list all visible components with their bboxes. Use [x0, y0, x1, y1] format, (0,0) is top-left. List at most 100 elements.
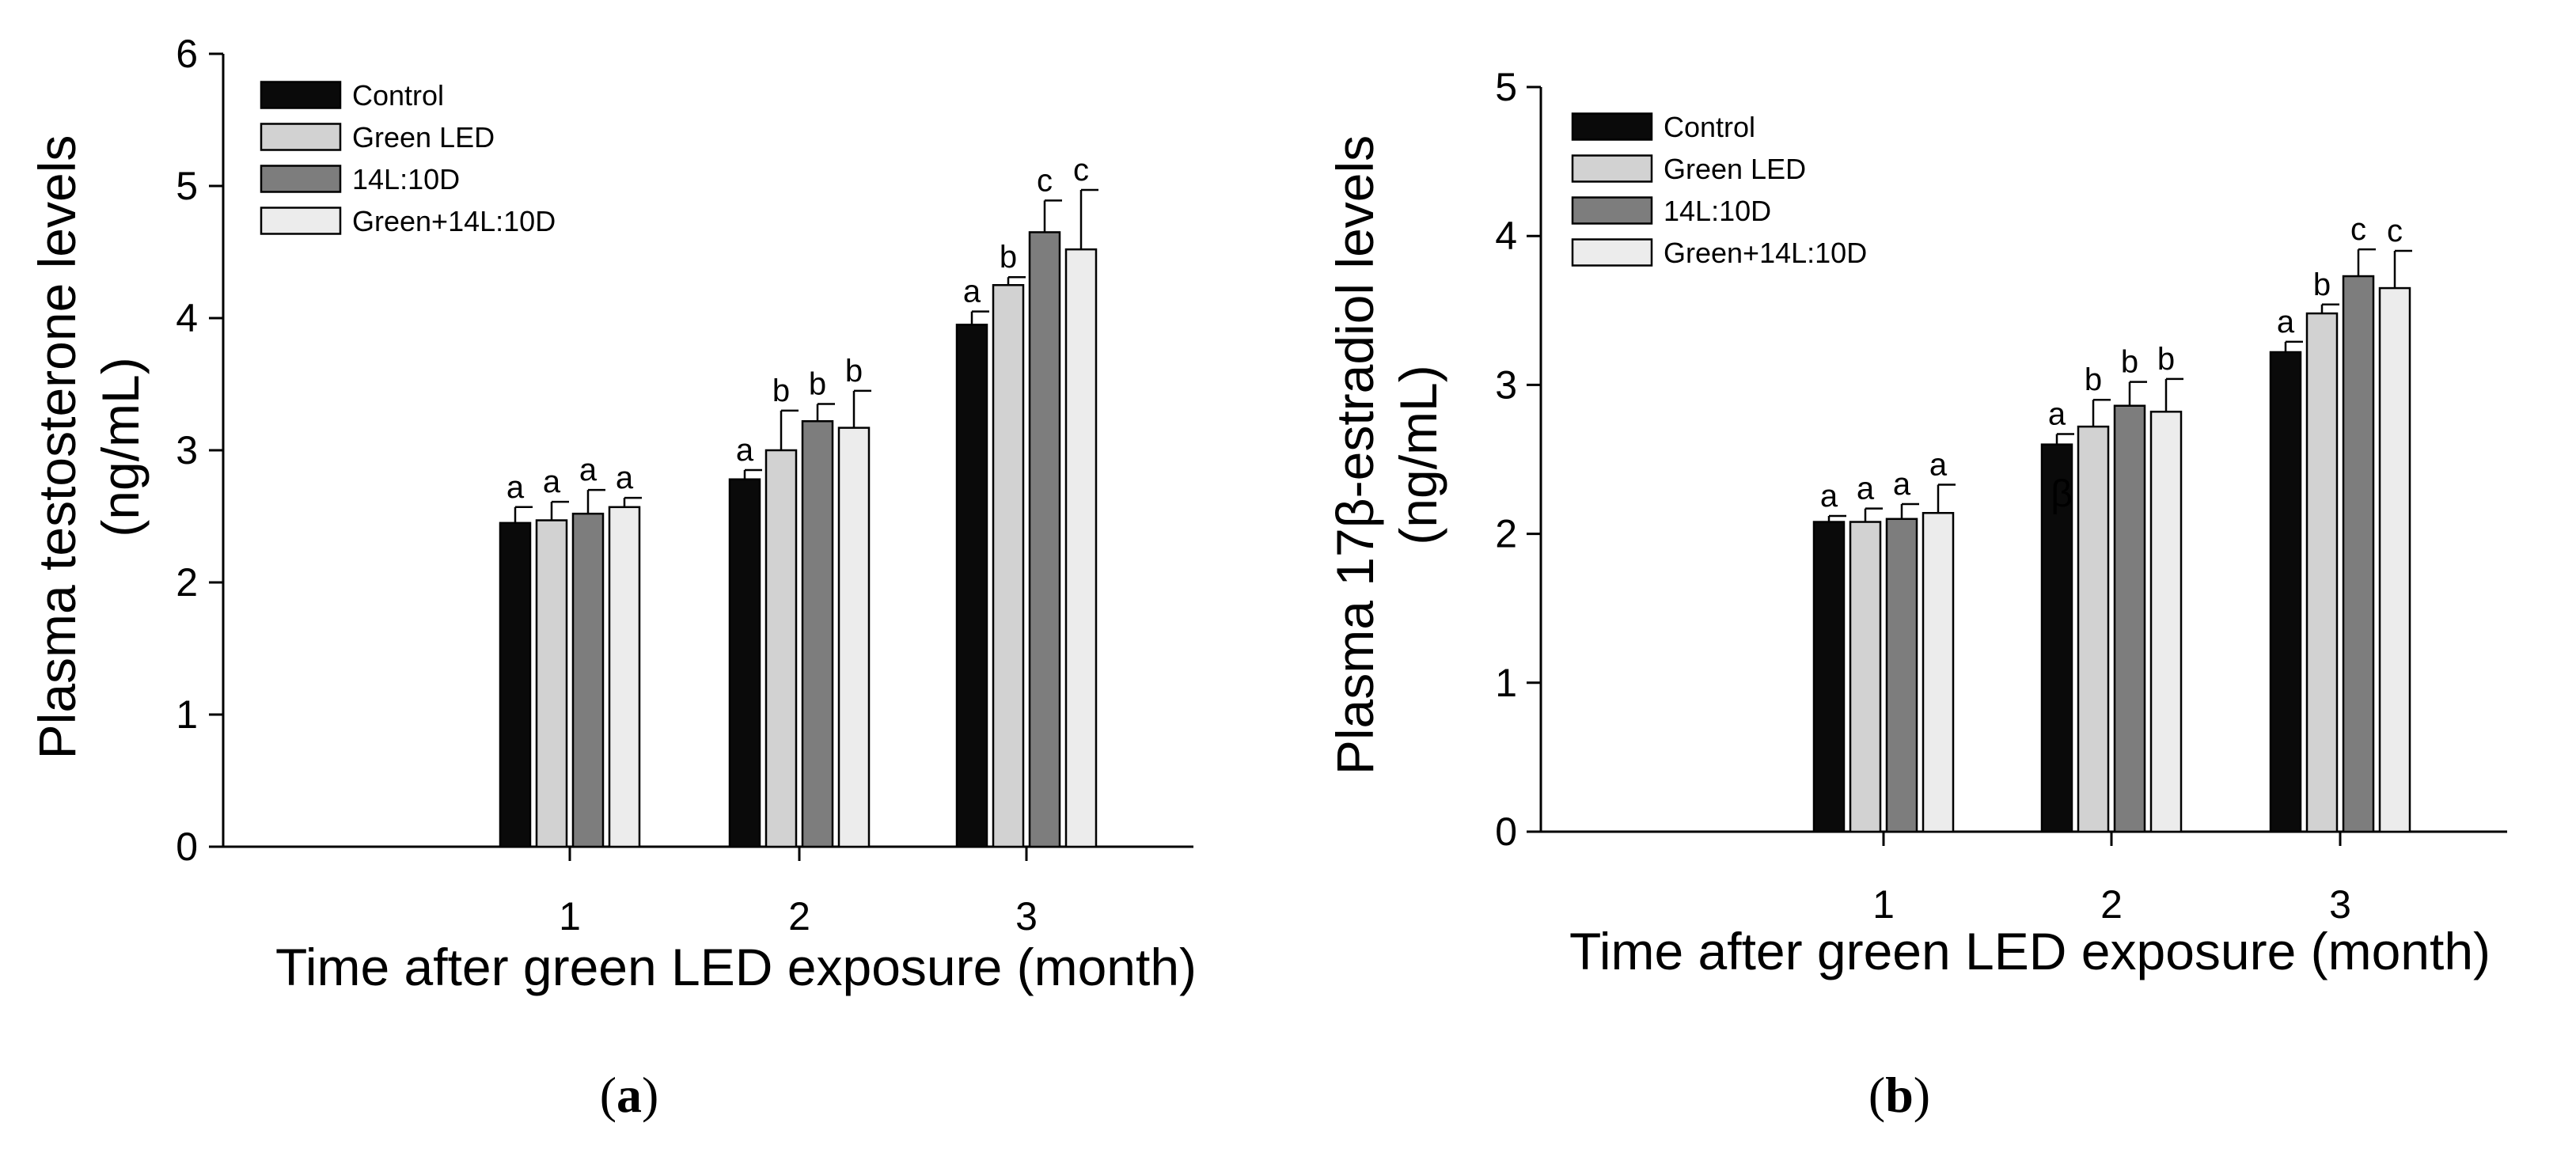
panel-b-legend-label: 14L:10D	[1664, 195, 1771, 227]
panel-a-ylabel-line1: Plasma testosterone levels	[28, 135, 86, 760]
panel-a: Plasma testosterone levels (ng/mL) 0 1 2 3 4…	[28, 32, 1197, 1123]
panel-b-xlabel: Time after green LED exposure (month)	[1569, 922, 2491, 980]
panel-b-error-bar	[2393, 249, 2412, 289]
panel-a-significance-label: b	[1000, 240, 1017, 275]
panel-b-y-tick-label: 5	[1495, 65, 1517, 109]
panel-a-significance-label: b	[772, 374, 790, 408]
panel-b-bar	[1885, 518, 1918, 833]
panel-a-y-tick-label: 3	[176, 428, 198, 472]
panel-b: Plasma 17β-estradiol levels (ng/mL) 0 1 2 3…	[1326, 65, 2507, 1123]
panel-a-xlabel: Time after green LED exposure (month)	[275, 938, 1197, 996]
panel-a-significance-label: b	[809, 367, 826, 402]
panel-a-y-tick-label: 5	[176, 164, 198, 208]
panel-b-ylabel-line1: Plasma 17β-estradiol levels	[1326, 135, 1384, 775]
panel-b-legend-label: Control	[1664, 111, 1755, 143]
panel-b-bar	[2378, 286, 2411, 833]
panel-a-label-letter: a	[616, 1067, 642, 1123]
panel-a-y-tick-label: 2	[176, 560, 198, 605]
panel-b-significance-label: c	[2387, 214, 2403, 248]
panel-b-significance-label: a	[2277, 305, 2295, 339]
panel-b-stray-beta: β	[2051, 473, 2073, 515]
panel-b-legend-swatch	[1571, 238, 1653, 267]
panel-b-label-open: (	[1868, 1067, 1885, 1123]
panel-b-significance-label: a	[1893, 467, 1911, 502]
panel-b-bar	[2305, 312, 2339, 833]
panel-a-significance-label: a	[543, 465, 561, 499]
panel-b-error-bar	[2055, 433, 2074, 445]
panel-b-error-bar	[2092, 398, 2111, 427]
panel-b-bar	[2077, 425, 2110, 833]
panel-a-x-tick-label: 2	[788, 894, 810, 939]
panel-b-bar	[2342, 275, 2375, 833]
panel-a-legend-label: 14L:10D	[352, 163, 460, 195]
panel-a-bar	[571, 512, 605, 848]
panel-a-error-bar	[1043, 199, 1062, 233]
panel-a-bar	[1064, 248, 1098, 848]
panel-b-x-tick-label: 2	[2100, 882, 2123, 927]
panel-a-significance-label: b	[845, 354, 863, 389]
panel-a-label: (a)	[600, 1067, 659, 1123]
panel-b-significance-label: a	[1857, 472, 1875, 506]
panel-b-bar	[2113, 404, 2146, 833]
panel-a-y-tick-label: 0	[176, 825, 198, 869]
panel-b-significance-label: b	[2313, 267, 2331, 302]
panel-b-error-bar	[2284, 340, 2303, 352]
panel-a-error-bar	[1007, 275, 1026, 286]
panel-a-legend-swatch	[260, 81, 342, 109]
panel-a-significance-label: a	[506, 470, 525, 505]
panel-b-significance-label: a	[2048, 397, 2066, 432]
panel-a-bar	[499, 521, 532, 848]
panel-b-significance-label: b	[2085, 362, 2102, 397]
panel-b-error-bar	[1900, 502, 1919, 519]
panel-b-error-bar	[2357, 248, 2376, 277]
panel-b-error-bar	[1937, 483, 1956, 514]
panel-a-error-bar	[1079, 188, 1098, 250]
panel-b-ylabel-line2: (ng/mL)	[1389, 365, 1447, 544]
panel-b-bar	[1922, 512, 1955, 833]
panel-b-label: (b)	[1868, 1067, 1930, 1123]
panel-a-error-bar	[780, 409, 799, 450]
panel-a-bar	[955, 324, 988, 848]
panel-a-error-bar	[852, 389, 871, 428]
panel-a-legend-swatch	[260, 165, 342, 193]
panel-b-error-bar	[2164, 377, 2183, 412]
panel-a-y-tick-label: 1	[176, 692, 198, 737]
panel-a-bar	[801, 420, 834, 848]
panel-b-y-tick-label: 0	[1495, 810, 1517, 854]
panel-b-bar	[2149, 411, 2183, 833]
panel-a-error-bar	[816, 403, 835, 422]
panel-a-legend-swatch	[260, 123, 342, 151]
panel-a-significance-label: a	[616, 461, 634, 495]
panel-a-y-tick-label: 6	[176, 32, 198, 76]
panel-b-significance-label: a	[1929, 447, 1948, 482]
panel-a-error-bar	[550, 500, 569, 521]
panel-b-bar	[1849, 521, 1882, 833]
panel-b-significance-label: b	[2157, 342, 2175, 377]
panel-a-x-tick-label: 1	[559, 894, 581, 939]
panel-a-bar	[764, 449, 798, 848]
panel-a-legend-label: Green LED	[352, 121, 495, 154]
panel-b-y-tick-label: 3	[1495, 362, 1517, 407]
panel-a-legend-swatch	[260, 207, 342, 235]
panel-a-significance-label: a	[963, 275, 981, 309]
panel-b-legend-label: Green LED	[1664, 153, 1806, 185]
panel-b-x-tick-label: 1	[1872, 882, 1895, 927]
panel-a-bar	[992, 284, 1025, 848]
panel-b-y-tick-label: 4	[1495, 214, 1517, 258]
panel-b-error-bar	[1827, 514, 1846, 522]
panel-a-ylabel-line2: (ng/mL)	[91, 357, 150, 537]
panel-a-bar	[535, 519, 568, 848]
panel-b-legend-swatch	[1571, 196, 1653, 225]
panel-b-error-bar	[2320, 303, 2339, 314]
panel-a-x-tick-label: 3	[1015, 894, 1038, 939]
panel-a-label-open: (	[600, 1067, 616, 1123]
panel-a-significance-label: a	[579, 453, 598, 487]
panel-b-significance-label: c	[2350, 212, 2366, 247]
panel-a-y-tick-label: 4	[176, 296, 198, 340]
panel-a-error-bar	[743, 468, 762, 480]
panel-a-legend-label: Control	[352, 79, 444, 112]
panel-a-label-close: )	[642, 1067, 658, 1123]
